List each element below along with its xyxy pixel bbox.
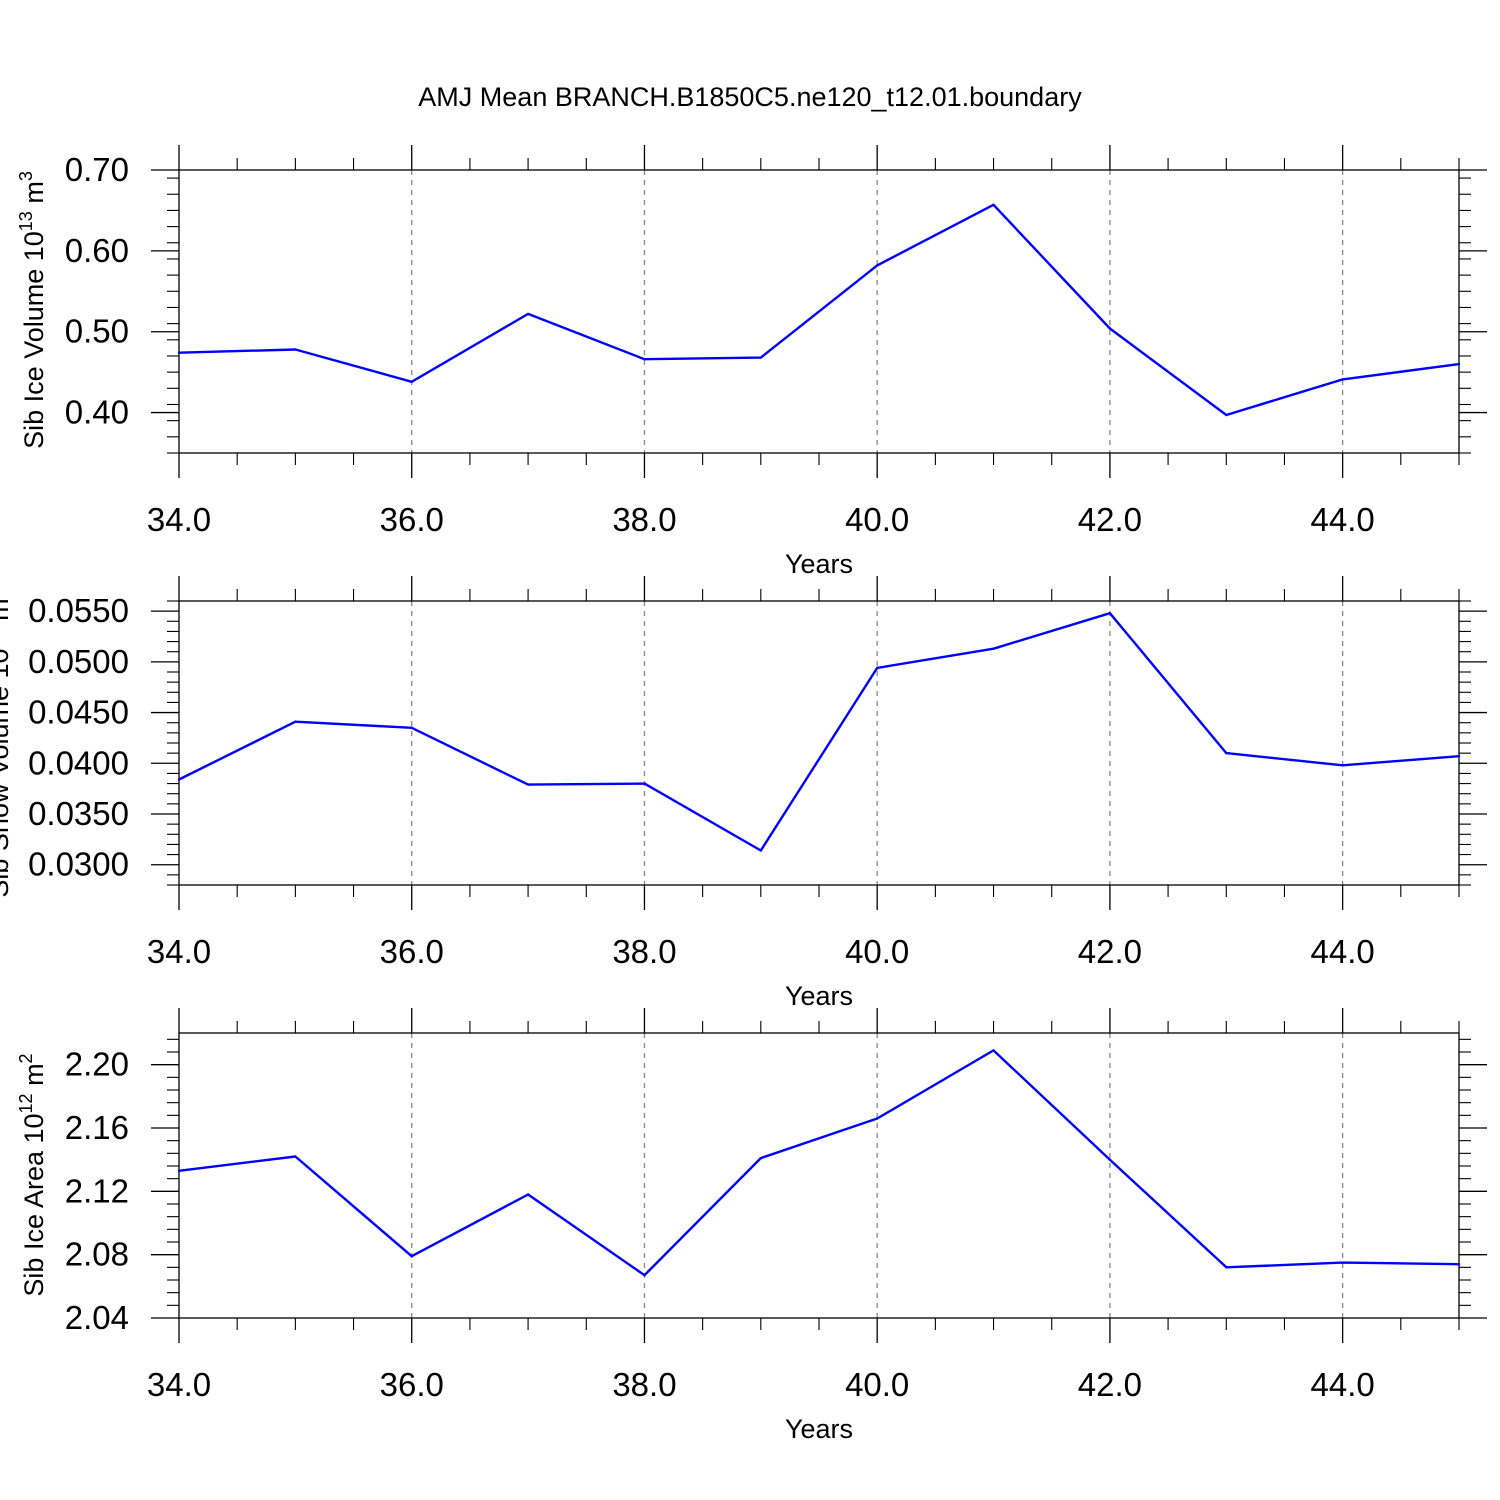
x-tick-label: 44.0 [1311, 1366, 1375, 1403]
y-tick-label: 2.08 [65, 1236, 129, 1273]
x-tick-label: 40.0 [845, 1366, 909, 1403]
data-point [992, 203, 995, 206]
x-tick-label: 38.0 [612, 933, 676, 970]
x-axis-title: Years [785, 549, 853, 579]
x-tick-label: 34.0 [147, 933, 211, 970]
y-tick-label: 2.16 [65, 1109, 129, 1146]
y-tick-label: 0.40 [65, 394, 129, 431]
data-point [992, 1049, 995, 1052]
x-tick-label: 38.0 [612, 501, 676, 538]
data-point [1225, 413, 1228, 417]
y-tick-label: 0.0500 [28, 643, 129, 680]
data-point [1225, 1266, 1228, 1269]
x-tick-label: 44.0 [1311, 933, 1375, 970]
x-tick-label: 36.0 [380, 1366, 444, 1403]
chart-panels: 34.0 36.0 38.0 40.0 42.0 44.0 0.40 0.50 0.60 0.70… [0, 145, 1487, 1444]
x-tick-label: 34.0 [147, 1366, 211, 1403]
x-tick-label: 36.0 [380, 501, 444, 538]
data-point [177, 1169, 181, 1172]
data-point [526, 783, 530, 786]
data-point [875, 264, 879, 267]
data-point [759, 849, 763, 852]
x-axis-title: Years [785, 981, 853, 1011]
x-tick-label: 42.0 [1078, 501, 1142, 538]
data-point [1341, 764, 1344, 767]
x-tick-label: 40.0 [845, 501, 909, 538]
chart-panel-3: 34.0 36.0 38.0 40.0 42.0 44.0 2.04 2.08 2.12 2.16… [16, 1008, 1487, 1444]
chart-title: AMJ Mean BRANCH.B1850C5.ne120_t12.01.bou… [418, 82, 1082, 112]
y-tick-label: 0.0550 [28, 592, 129, 629]
series-line [178, 1049, 1460, 1277]
y-tick-label: 0.0400 [28, 744, 129, 781]
x-tick-label: 36.0 [380, 933, 444, 970]
y-axis-title: Sib Ice Volume 1013 m3 [16, 171, 49, 449]
chart-panel-2: 34.0 36.0 38.0 40.0 42.0 44.0 0.0300 0.0350 0.04… [0, 576, 1487, 1011]
data-point [1341, 1261, 1344, 1264]
data-point [643, 1274, 646, 1277]
data-point [1108, 327, 1112, 330]
data-point [1341, 378, 1344, 381]
x-tick-label: 38.0 [612, 1366, 676, 1403]
data-point [643, 358, 646, 361]
data-point [410, 380, 413, 384]
x-tick-label: 40.0 [845, 933, 909, 970]
x-tick-label: 42.0 [1078, 933, 1142, 970]
x-tick-label: 44.0 [1311, 501, 1375, 538]
data-point [992, 647, 995, 650]
y-tick-label: 0.0300 [28, 846, 129, 883]
data-point [526, 312, 530, 316]
data-point [875, 1117, 879, 1120]
y-tick-label: 0.0450 [28, 694, 129, 731]
data-point [759, 1156, 763, 1160]
y-axis-title: Sib Snow Volume 1013 m3 [0, 588, 14, 897]
data-point [1457, 362, 1461, 366]
x-tick-label: 34.0 [147, 501, 211, 538]
y-tick-label: 0.50 [65, 313, 129, 350]
data-point [1457, 754, 1461, 758]
y-tick-label: 2.20 [65, 1046, 129, 1083]
series-line [178, 612, 1460, 852]
x-axis-title: Years [785, 1414, 853, 1444]
y-axis-title: Sib Ice Area 1012 m2 [16, 1053, 49, 1296]
x-tick-label: 42.0 [1078, 1366, 1142, 1403]
plot-frame [178, 600, 1460, 886]
data-point [410, 1255, 413, 1258]
data-point [1225, 751, 1228, 755]
y-tick-label: 0.0350 [28, 795, 129, 832]
data-point [177, 351, 181, 354]
y-tick-label: 0.70 [65, 151, 129, 188]
data-point [875, 666, 879, 670]
data-point [1457, 1262, 1461, 1266]
chart-panel-1: 34.0 36.0 38.0 40.0 42.0 44.0 0.40 0.50 0.60 0.70… [16, 145, 1487, 579]
data-point [1108, 1158, 1112, 1161]
data-point [294, 720, 297, 723]
y-tick-label: 0.60 [65, 232, 129, 269]
series-line [178, 203, 1460, 417]
data-point [759, 356, 763, 359]
y-tick-label: 2.12 [65, 1172, 129, 1209]
data-point [177, 778, 181, 781]
data-point [526, 1193, 530, 1196]
plot-frame [178, 1032, 1460, 1319]
data-point [294, 1155, 297, 1158]
data-point [410, 726, 413, 729]
data-point [643, 782, 646, 785]
y-tick-label: 2.04 [65, 1299, 129, 1336]
data-point [1108, 611, 1112, 615]
data-point [294, 348, 297, 351]
